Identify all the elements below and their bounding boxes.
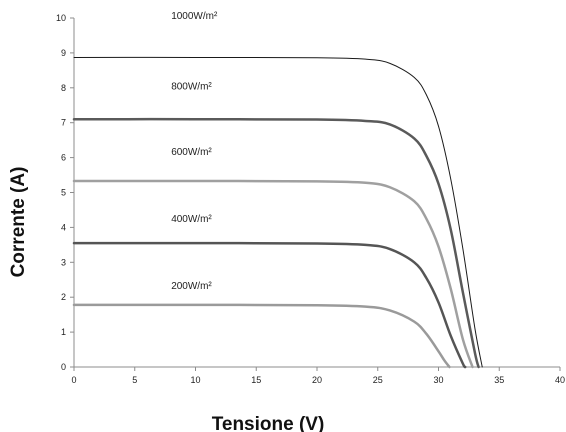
y-tick-label: 7 [61,118,66,128]
y-tick-label: 8 [61,83,66,93]
y-tick-label: 5 [61,188,66,198]
x-tick-label: 20 [312,375,322,385]
series-label: 800W/m² [171,82,212,93]
series-labels: 1000W/m² 800W/m² 600W/m² 400W/m² 200W/m² [171,11,218,292]
series-line-2 [72,179,474,369]
series-line-3 [72,241,467,369]
y-axis-title: Corrente (A) [8,167,29,278]
y-tick-label: 3 [61,257,66,267]
x-tick-label: 5 [132,375,137,385]
y-tick-label: 1 [61,327,66,337]
y-tick-label: 4 [61,222,66,232]
series-label: 1000W/m² [171,11,218,22]
x-tick-label: 10 [190,375,200,385]
y-tick-labels: 0 1 2 3 4 5 6 7 8 9 10 [56,13,74,372]
y-tick-label: 2 [61,292,66,302]
series-line-4 [72,303,451,369]
series-label: 200W/m² [171,281,212,292]
series-label: 400W/m² [171,214,212,225]
series-line-0 [73,56,483,368]
chart-axes [73,18,560,368]
series-label: 600W/m² [171,147,212,158]
y-tick-label: 9 [61,48,66,58]
y-tick-label: 0 [61,362,66,372]
x-tick-labels: 0 5 10 15 20 25 30 35 40 [71,367,565,385]
y-tick-label: 6 [61,153,66,163]
chart-series [72,56,483,369]
series-line-1 [72,117,480,369]
x-tick-label: 40 [555,375,565,385]
x-tick-label: 0 [71,375,76,385]
x-tick-label: 35 [494,375,504,385]
x-tick-label: 15 [251,375,261,385]
y-tick-label: 10 [56,13,66,23]
x-tick-label: 25 [373,375,383,385]
x-axis-title: Tensione (V) [212,414,325,432]
x-tick-label: 30 [433,375,443,385]
